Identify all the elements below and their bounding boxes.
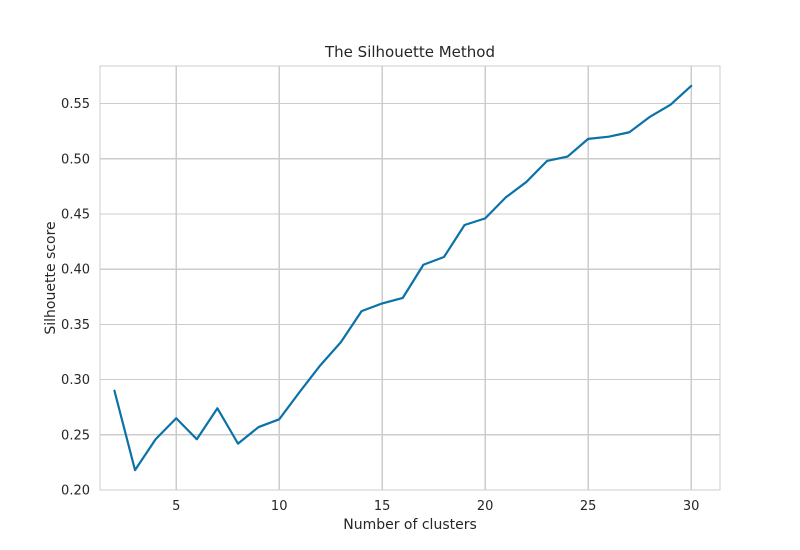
series-line-0 [113, 84, 693, 472]
y-tick-label-0.50: 0.50 [61, 152, 90, 167]
y-tick-label-0.25: 0.25 [61, 428, 90, 443]
y-tick-label-0.55: 0.55 [61, 97, 90, 112]
x-axis-label: Number of clusters [343, 517, 477, 533]
x-tick-label-10: 10 [271, 499, 288, 514]
series-layer [113, 84, 693, 472]
x-tick-label-15: 15 [374, 499, 391, 514]
grid-layer [100, 66, 720, 491]
x-tick-label-30: 30 [683, 499, 700, 514]
x-tick-label-20: 20 [477, 499, 494, 514]
chart-title: The Silhouette Method [324, 43, 495, 61]
tick-layer: 5 10 15 20 25 30 0.20 0.25 0.30 0.35 0.40 0.45 0.50 0… [61, 97, 699, 514]
y-tick-label-0.40: 0.40 [61, 263, 90, 278]
y-tick-label-0.30: 0.30 [61, 373, 90, 388]
y-axis-label: Silhouette score [43, 221, 59, 334]
y-tick-label-0.20: 0.20 [61, 484, 90, 499]
x-tick-label-25: 25 [580, 499, 597, 514]
plot-frame [99, 65, 721, 491]
x-tick-label-5: 5 [172, 499, 180, 514]
y-tick-label-0.45: 0.45 [61, 207, 90, 222]
y-tick-label-0.35: 0.35 [61, 318, 90, 333]
